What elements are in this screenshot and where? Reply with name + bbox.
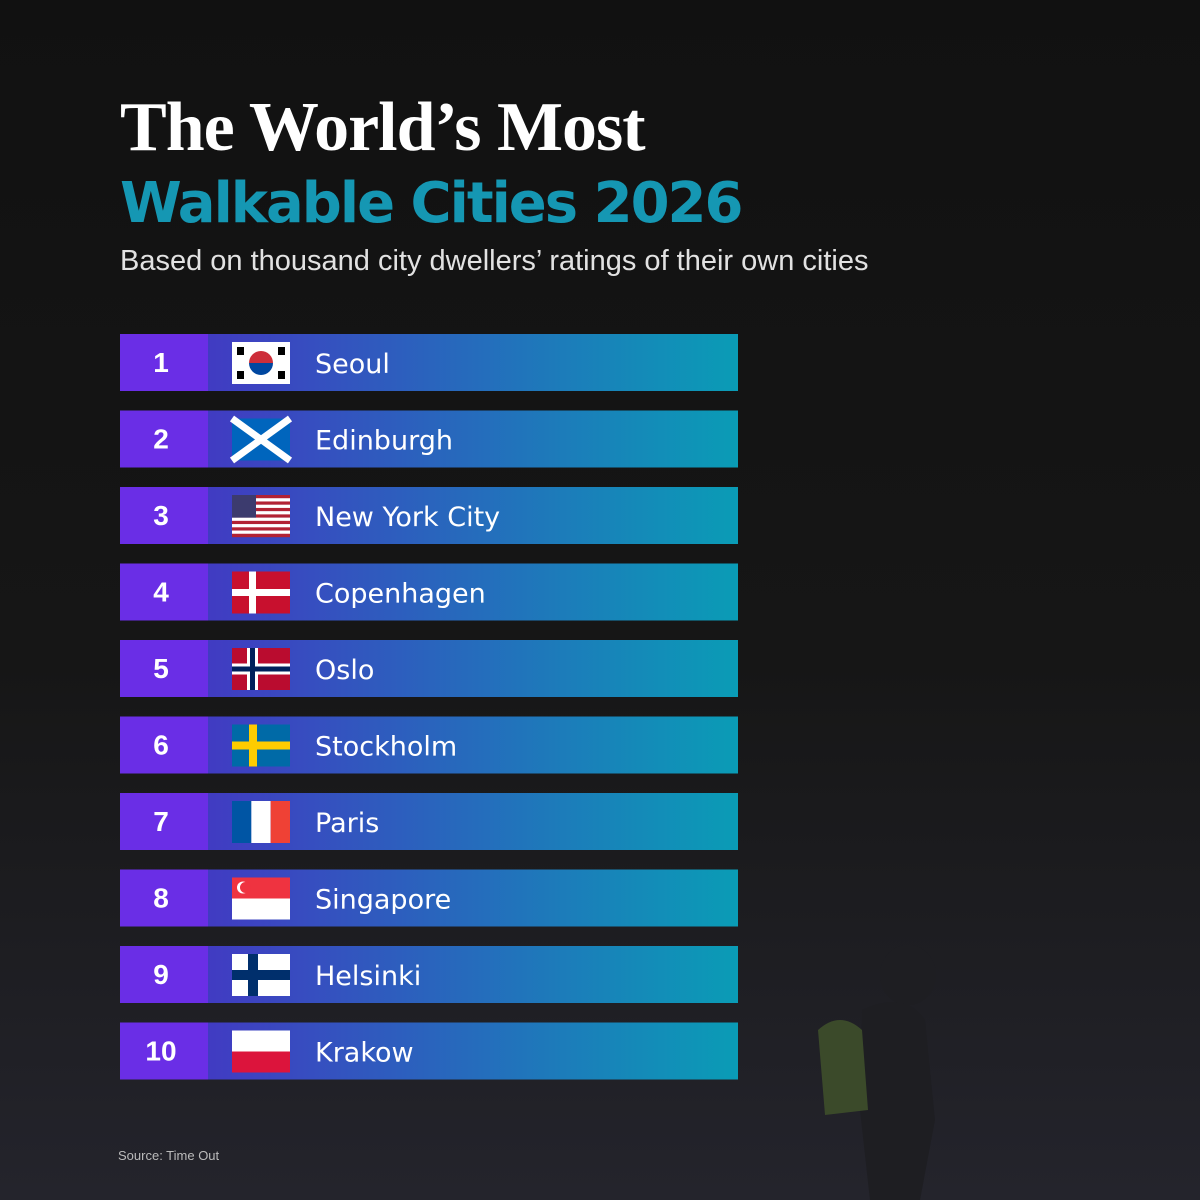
rank-number: 9 xyxy=(153,959,169,990)
rank-number: 5 xyxy=(153,653,169,684)
flag-part xyxy=(232,898,290,920)
city-name: Krakow xyxy=(315,1038,414,1069)
row-bar xyxy=(120,410,738,468)
flag xyxy=(232,954,290,996)
row-bar xyxy=(120,1022,738,1080)
ranking-row: 1 Seoul xyxy=(120,334,738,391)
city-name: New York City xyxy=(315,502,500,533)
ranking-row: 7 Paris xyxy=(120,793,738,850)
rank-box xyxy=(120,869,208,927)
city-name: Stockholm xyxy=(315,732,457,763)
flag-part xyxy=(232,1030,290,1052)
flag-part xyxy=(232,520,290,525)
rank-box xyxy=(120,410,208,468)
flag-part xyxy=(232,1051,290,1073)
flag xyxy=(232,648,290,690)
row-bar xyxy=(120,640,738,697)
rank-box xyxy=(120,1022,208,1080)
ranking-row: 8 Singapore xyxy=(120,869,738,927)
flag xyxy=(232,801,290,843)
flag-part xyxy=(232,533,290,538)
flag-part xyxy=(232,514,290,518)
flag-part xyxy=(240,882,251,893)
row-bar xyxy=(120,946,738,1003)
flag-part xyxy=(232,524,290,528)
rank-number: 8 xyxy=(153,883,169,914)
flag-part xyxy=(270,801,290,843)
row-bar xyxy=(120,334,738,391)
flag-part xyxy=(229,415,293,464)
flag-part xyxy=(232,530,290,534)
flag xyxy=(232,495,290,538)
rank-number: 2 xyxy=(153,424,169,455)
rank-number: 7 xyxy=(153,806,169,837)
ranking-row: 4 Copenhagen xyxy=(120,563,738,621)
flag xyxy=(232,724,290,767)
rank-box xyxy=(120,640,208,697)
ranking-list: 1 Seoul 2 Edinburgh 3 New York City 4 Copenhage… xyxy=(120,334,738,1080)
city-name: Seoul xyxy=(315,349,390,380)
rank-box xyxy=(120,563,208,621)
ranking-row: 6 Stockholm xyxy=(120,716,738,774)
subtitle: Based on thousand city dwellers’ ratings… xyxy=(120,245,868,277)
city-name: Helsinki xyxy=(315,961,421,992)
flag-part xyxy=(237,371,244,379)
row-bar xyxy=(120,716,738,774)
rank-box xyxy=(120,334,208,391)
flag-part xyxy=(232,495,290,499)
rank-number: 6 xyxy=(153,730,169,761)
flag-part xyxy=(251,801,271,843)
city-name: Copenhagen xyxy=(315,579,486,610)
flag-part xyxy=(278,371,285,379)
flag-part xyxy=(232,666,290,672)
ranking-row: 5 Oslo xyxy=(120,640,738,697)
flag-part xyxy=(232,517,290,522)
ranking-row: 2 Edinburgh xyxy=(120,410,738,468)
city-name: Oslo xyxy=(315,655,374,686)
flag xyxy=(232,342,290,384)
rank-number: 10 xyxy=(145,1036,176,1067)
flag-part xyxy=(249,363,273,375)
ranking-row: 10 Krakow xyxy=(120,1022,738,1080)
flag-part xyxy=(278,347,285,355)
row-bar xyxy=(120,793,738,850)
flag-part xyxy=(232,511,290,515)
row-bar xyxy=(120,869,738,927)
title-line1: The World’s Most xyxy=(120,89,645,166)
rank-number: 4 xyxy=(153,577,169,608)
source: Source: Time Out xyxy=(118,1148,220,1163)
flag-part xyxy=(232,501,290,505)
flag-part xyxy=(232,504,290,509)
ranking-row: 9 Helsinki xyxy=(120,946,738,1003)
ranking-row: 3 New York City xyxy=(120,487,738,544)
city-name: Singapore xyxy=(315,885,451,916)
flag-part xyxy=(232,589,290,596)
rank-box xyxy=(120,946,208,1003)
flag-part xyxy=(249,351,273,363)
flag-part xyxy=(232,970,290,980)
walker-silhouette xyxy=(818,945,936,1200)
flag-part xyxy=(232,498,290,502)
city-name: Paris xyxy=(315,808,379,839)
city-name: Edinburgh xyxy=(315,426,453,457)
flag xyxy=(232,877,290,920)
flag xyxy=(229,415,293,464)
rank-number: 1 xyxy=(153,347,169,378)
rank-number: 3 xyxy=(153,500,169,531)
rank-box xyxy=(120,793,208,850)
flag-part xyxy=(232,495,256,518)
flag xyxy=(232,571,290,614)
rank-box xyxy=(120,487,208,544)
flag xyxy=(232,1030,290,1073)
row-bar xyxy=(120,487,738,544)
flag-part xyxy=(232,741,290,750)
flag-part xyxy=(232,801,252,843)
title-line2: Walkable Cities 2026 xyxy=(120,171,741,236)
row-bar xyxy=(120,563,738,621)
flag-part xyxy=(232,527,290,531)
flag-part xyxy=(232,507,290,512)
rank-box xyxy=(120,716,208,774)
flag-part xyxy=(237,347,244,355)
